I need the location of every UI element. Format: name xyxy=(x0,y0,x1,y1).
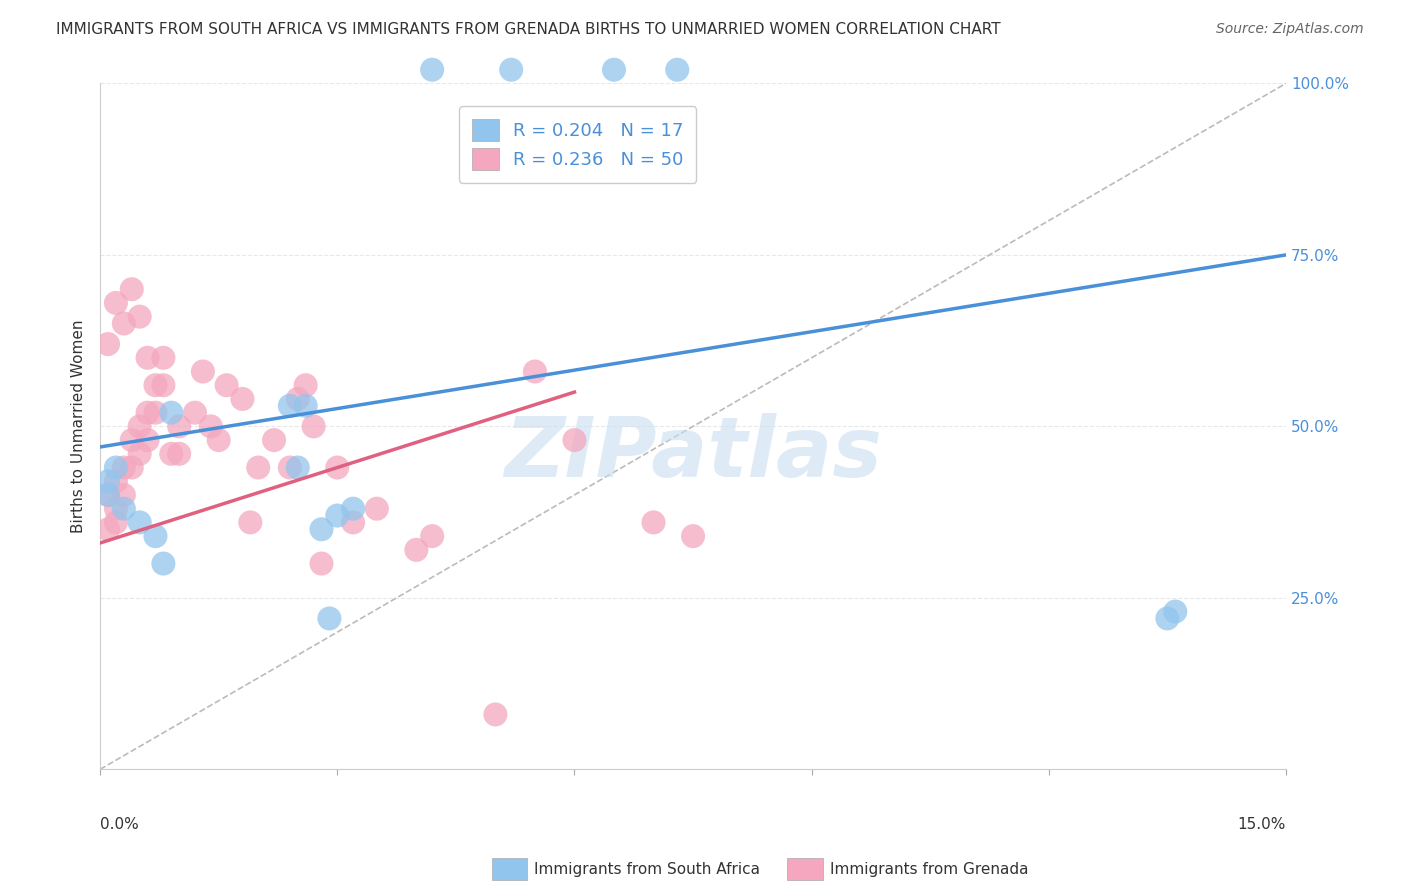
Point xyxy=(294,378,316,392)
Point xyxy=(128,310,150,324)
Text: ZIPatlas: ZIPatlas xyxy=(505,413,882,494)
Text: IMMIGRANTS FROM SOUTH AFRICA VS IMMIGRANTS FROM GRENADA BIRTHS TO UNMARRIED WOME: IMMIGRANTS FROM SOUTH AFRICA VS IMMIGRAN… xyxy=(56,22,1001,37)
Point xyxy=(112,460,135,475)
Point xyxy=(231,392,253,406)
Point xyxy=(302,419,325,434)
Point xyxy=(326,508,349,523)
Point xyxy=(152,378,174,392)
Legend: R = 0.204   N = 17, R = 0.236   N = 50: R = 0.204 N = 17, R = 0.236 N = 50 xyxy=(458,106,696,183)
Point xyxy=(342,516,364,530)
Point xyxy=(112,488,135,502)
Point xyxy=(104,460,127,475)
Point xyxy=(405,542,427,557)
Point xyxy=(247,460,270,475)
Point xyxy=(311,522,333,536)
Point xyxy=(128,447,150,461)
Point xyxy=(128,419,150,434)
Point xyxy=(318,611,340,625)
Point xyxy=(112,501,135,516)
Point xyxy=(420,529,443,543)
Point xyxy=(200,419,222,434)
Point xyxy=(121,282,143,296)
Point xyxy=(152,351,174,365)
Point xyxy=(104,501,127,516)
Point xyxy=(366,501,388,516)
Point xyxy=(167,419,190,434)
Point xyxy=(112,317,135,331)
Point xyxy=(484,707,506,722)
Point xyxy=(104,475,127,489)
Point xyxy=(121,433,143,447)
Text: Immigrants from South Africa: Immigrants from South Africa xyxy=(534,863,761,877)
Point xyxy=(184,406,207,420)
Point xyxy=(97,475,120,489)
Point xyxy=(239,516,262,530)
Point xyxy=(152,557,174,571)
Point xyxy=(278,399,301,413)
Point xyxy=(1156,611,1178,625)
Point xyxy=(287,460,309,475)
Point xyxy=(136,433,159,447)
Text: 15.0%: 15.0% xyxy=(1237,817,1286,832)
Point xyxy=(287,392,309,406)
Text: 0.0%: 0.0% xyxy=(100,817,139,832)
Y-axis label: Births to Unmarried Women: Births to Unmarried Women xyxy=(72,319,86,533)
Point xyxy=(136,351,159,365)
Point xyxy=(104,296,127,310)
Point xyxy=(208,433,231,447)
Point xyxy=(97,488,120,502)
Point xyxy=(311,557,333,571)
Text: Immigrants from Grenada: Immigrants from Grenada xyxy=(830,863,1028,877)
Point xyxy=(160,406,183,420)
Point xyxy=(564,433,586,447)
Point xyxy=(523,364,546,378)
Point xyxy=(191,364,214,378)
Point xyxy=(160,447,183,461)
Point xyxy=(342,501,364,516)
Point xyxy=(1164,605,1187,619)
Point xyxy=(136,406,159,420)
Point xyxy=(104,516,127,530)
Point xyxy=(603,62,626,77)
Point xyxy=(682,529,704,543)
Point xyxy=(145,406,167,420)
Point xyxy=(97,488,120,502)
Point xyxy=(167,447,190,461)
Point xyxy=(128,516,150,530)
Text: Source: ZipAtlas.com: Source: ZipAtlas.com xyxy=(1216,22,1364,37)
Point xyxy=(215,378,238,392)
Point xyxy=(121,460,143,475)
Point xyxy=(326,460,349,475)
Point xyxy=(97,337,120,351)
Point xyxy=(420,62,443,77)
Point xyxy=(263,433,285,447)
Point xyxy=(278,460,301,475)
Point xyxy=(145,378,167,392)
Point xyxy=(97,522,120,536)
Point xyxy=(145,529,167,543)
Point xyxy=(501,62,523,77)
Point xyxy=(666,62,689,77)
Point xyxy=(643,516,665,530)
Point xyxy=(294,399,316,413)
